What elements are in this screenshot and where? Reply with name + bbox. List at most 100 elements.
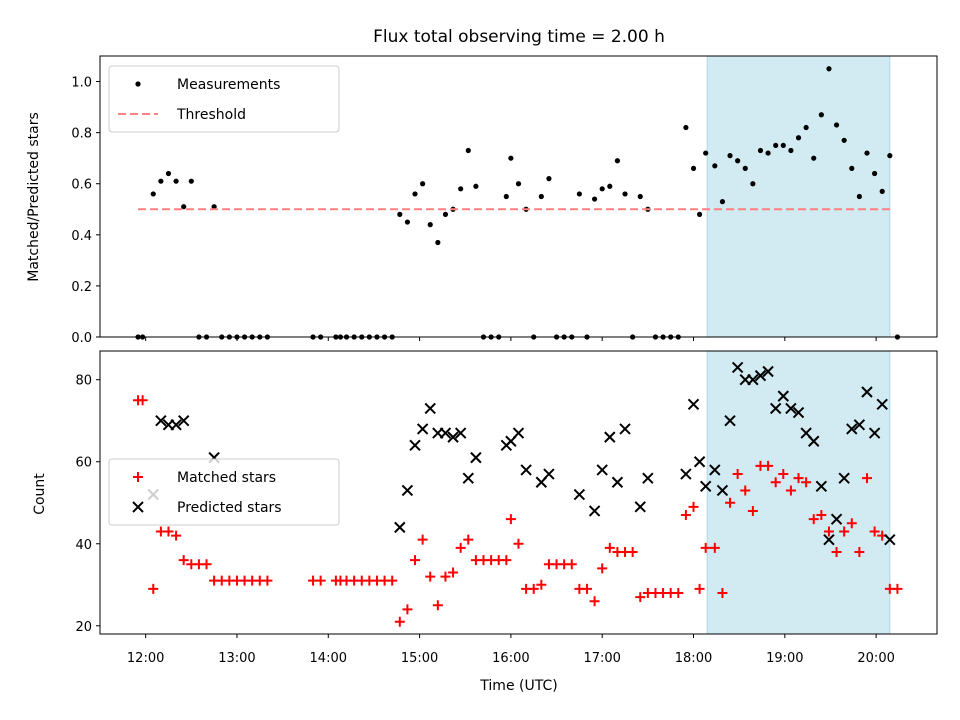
data-point	[165, 170, 172, 177]
y-tick-label: 40	[75, 538, 92, 553]
y-tick-label: 0.2	[71, 280, 92, 295]
data-point	[785, 402, 797, 415]
y-tick-label: 1.0	[71, 76, 92, 91]
y-tick-label: 0.4	[71, 229, 92, 244]
data-point	[740, 485, 751, 496]
data-point	[754, 369, 767, 382]
data-point	[892, 583, 903, 594]
upper-panel: 0.0 0.2 0.4 0.6 0.8 1.0 Matched/Predicted sta…	[26, 55, 938, 346]
data-point	[694, 583, 705, 594]
data-point	[440, 571, 451, 582]
data-point	[680, 510, 691, 521]
data-point	[404, 219, 411, 225]
data-point	[604, 431, 616, 443]
data-point	[816, 510, 827, 521]
data-point	[864, 150, 870, 156]
data-point	[731, 361, 744, 374]
x-tick-label: 14:00	[310, 651, 347, 666]
data-point	[402, 604, 413, 615]
data-point	[869, 526, 880, 537]
data-point	[458, 186, 464, 192]
data-point	[401, 484, 414, 497]
data-point	[420, 181, 426, 187]
data-point	[700, 542, 711, 553]
data-point	[387, 575, 398, 586]
data-point	[637, 193, 643, 200]
data-point	[188, 178, 194, 184]
data-point	[211, 204, 217, 210]
data-point	[501, 555, 512, 566]
data-point	[173, 178, 179, 184]
data-point	[150, 191, 156, 197]
data-point	[177, 415, 190, 427]
data-point	[849, 165, 855, 171]
data-point	[394, 616, 405, 627]
data-point	[424, 402, 436, 415]
data-point	[417, 534, 428, 545]
data-point	[703, 150, 709, 156]
data-point	[416, 423, 429, 435]
data-point	[596, 464, 608, 476]
data-point	[861, 473, 872, 484]
data-point	[148, 583, 159, 594]
lower-axes-frame	[99, 350, 938, 635]
x-tick-label: 15:00	[401, 651, 438, 666]
data-point	[853, 419, 866, 431]
data-point	[727, 153, 733, 159]
data-point	[811, 155, 817, 161]
data-point	[448, 567, 459, 578]
data-point	[394, 521, 406, 534]
data-point	[680, 468, 692, 480]
data-point	[158, 178, 164, 184]
data-point	[505, 514, 516, 525]
data-point	[581, 583, 592, 594]
data-point	[425, 571, 436, 582]
data-point	[447, 431, 459, 443]
legend-marker	[132, 501, 144, 513]
data-point	[876, 398, 888, 411]
data-point	[861, 386, 873, 398]
data-point	[838, 472, 850, 484]
data-point	[887, 153, 893, 159]
data-point	[589, 596, 600, 607]
data-point	[576, 191, 582, 197]
data-point	[762, 365, 774, 378]
x-axis-label: Time (UTC)	[479, 678, 557, 694]
data-point	[831, 546, 842, 557]
legend-marker	[135, 81, 141, 87]
data-point	[815, 480, 828, 493]
data-point	[765, 150, 771, 156]
data-point	[854, 546, 865, 557]
data-point	[826, 66, 832, 72]
data-point	[536, 579, 547, 590]
data-point	[604, 542, 615, 553]
data-point	[719, 199, 726, 205]
data-point	[397, 211, 403, 217]
data-point	[696, 211, 703, 217]
data-point	[622, 191, 628, 197]
data-point	[793, 473, 804, 484]
data-point	[693, 456, 706, 468]
data-point	[315, 575, 326, 586]
data-point	[178, 555, 189, 566]
data-point	[795, 135, 802, 141]
data-point	[724, 415, 736, 427]
upper-y-axis-label: Matched/Predicted stars	[26, 112, 42, 282]
data-point	[846, 518, 857, 529]
data-point	[427, 222, 433, 228]
data-point	[742, 165, 748, 171]
shaded-span	[706, 350, 891, 635]
data-point	[538, 193, 544, 200]
data-point	[717, 587, 728, 598]
data-point	[785, 485, 796, 496]
data-point	[591, 196, 598, 202]
data-point	[462, 472, 474, 484]
data-point	[512, 427, 525, 439]
data-point	[463, 534, 474, 545]
data-point	[709, 464, 721, 476]
series-predicted-stars	[147, 361, 896, 546]
data-point	[528, 583, 539, 594]
data-point	[818, 112, 824, 118]
data-point	[833, 122, 840, 128]
x-tick-label: 13:00	[218, 651, 255, 666]
